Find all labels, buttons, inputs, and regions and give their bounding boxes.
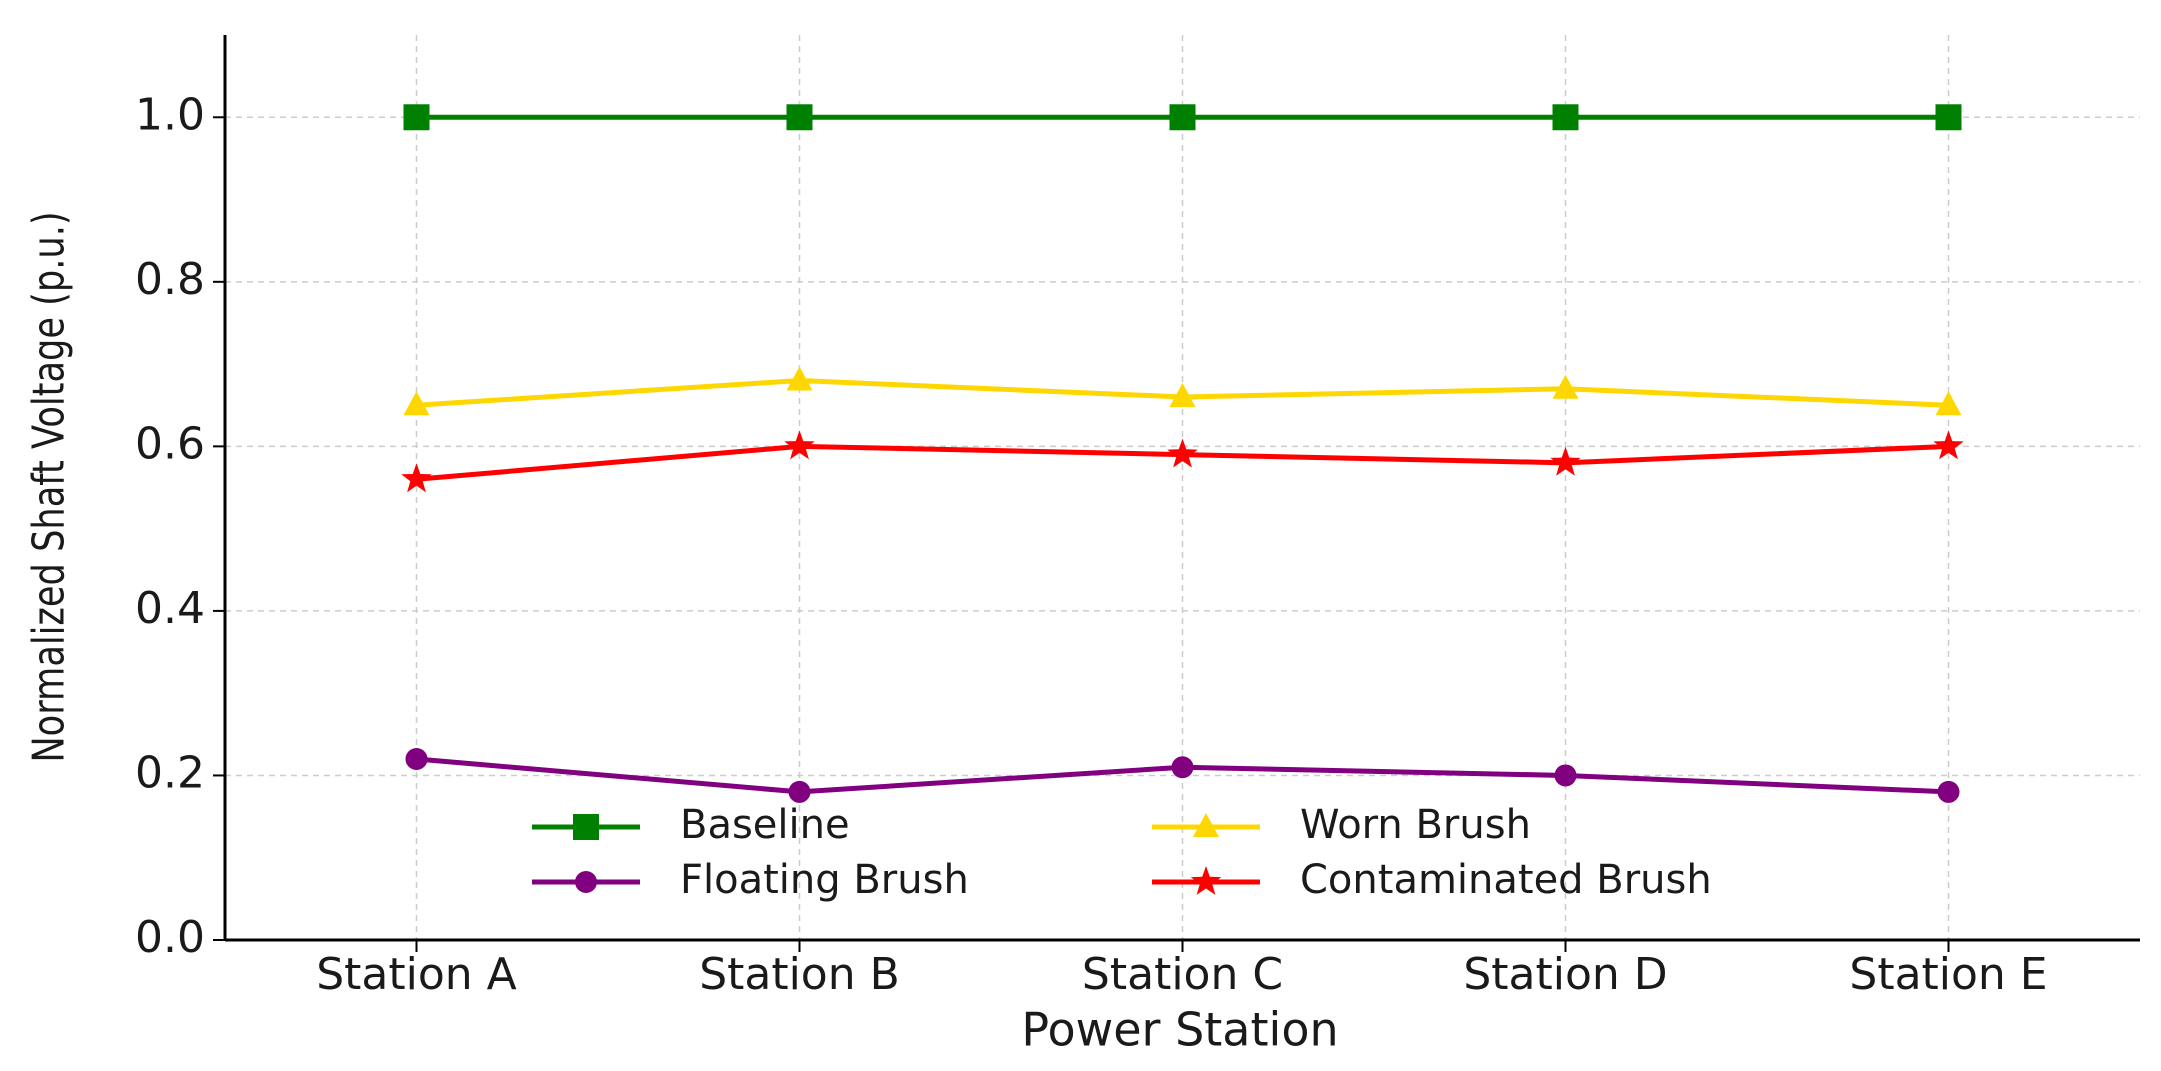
marker xyxy=(788,780,811,803)
marker xyxy=(1935,391,1962,416)
y-tick-label: 0.2 xyxy=(135,747,205,798)
y-tick-label: 0.0 xyxy=(135,912,205,963)
legend-label: Worn Brush xyxy=(1300,802,1531,848)
marker xyxy=(1552,374,1579,399)
y-tick-label: 1.0 xyxy=(135,89,205,140)
x-tick-label: Station D xyxy=(1463,949,1667,1000)
marker xyxy=(786,104,813,131)
x-tick-label: Station A xyxy=(316,949,517,1000)
legend-label: Floating Brush xyxy=(680,857,969,903)
marker xyxy=(401,463,432,493)
y-axis-label: Normalized Shaft Voltage (p.u.) xyxy=(24,211,75,762)
y-tick-label: 0.8 xyxy=(135,254,205,305)
marker xyxy=(1933,430,1964,460)
marker xyxy=(1169,104,1196,131)
x-tick-label: Station E xyxy=(1849,949,2047,1000)
y-tick-label: 0.6 xyxy=(135,418,205,469)
marker xyxy=(1935,104,1962,131)
marker xyxy=(1552,104,1579,131)
legend-marker xyxy=(575,871,597,893)
legend-label: Baseline xyxy=(680,802,850,848)
marker xyxy=(405,748,428,770)
x-axis-label: Power Station xyxy=(1021,1003,1338,1057)
legend-label: Contaminated Brush xyxy=(1300,857,1712,903)
marker xyxy=(1554,764,1577,787)
marker xyxy=(786,366,813,391)
x-tick-label: Station B xyxy=(699,949,900,1000)
legend-marker xyxy=(573,814,599,840)
marker xyxy=(1550,446,1581,476)
marker xyxy=(403,391,430,416)
legend-marker xyxy=(1193,813,1219,837)
marker xyxy=(784,430,815,460)
x-tick-label: Station C xyxy=(1082,949,1283,1000)
marker xyxy=(1167,438,1198,468)
marker xyxy=(1169,383,1196,407)
marker xyxy=(1171,756,1194,779)
marker xyxy=(403,104,430,131)
marker xyxy=(1937,780,1960,803)
legend-marker xyxy=(1190,866,1222,895)
y-tick-label: 0.4 xyxy=(135,583,205,634)
